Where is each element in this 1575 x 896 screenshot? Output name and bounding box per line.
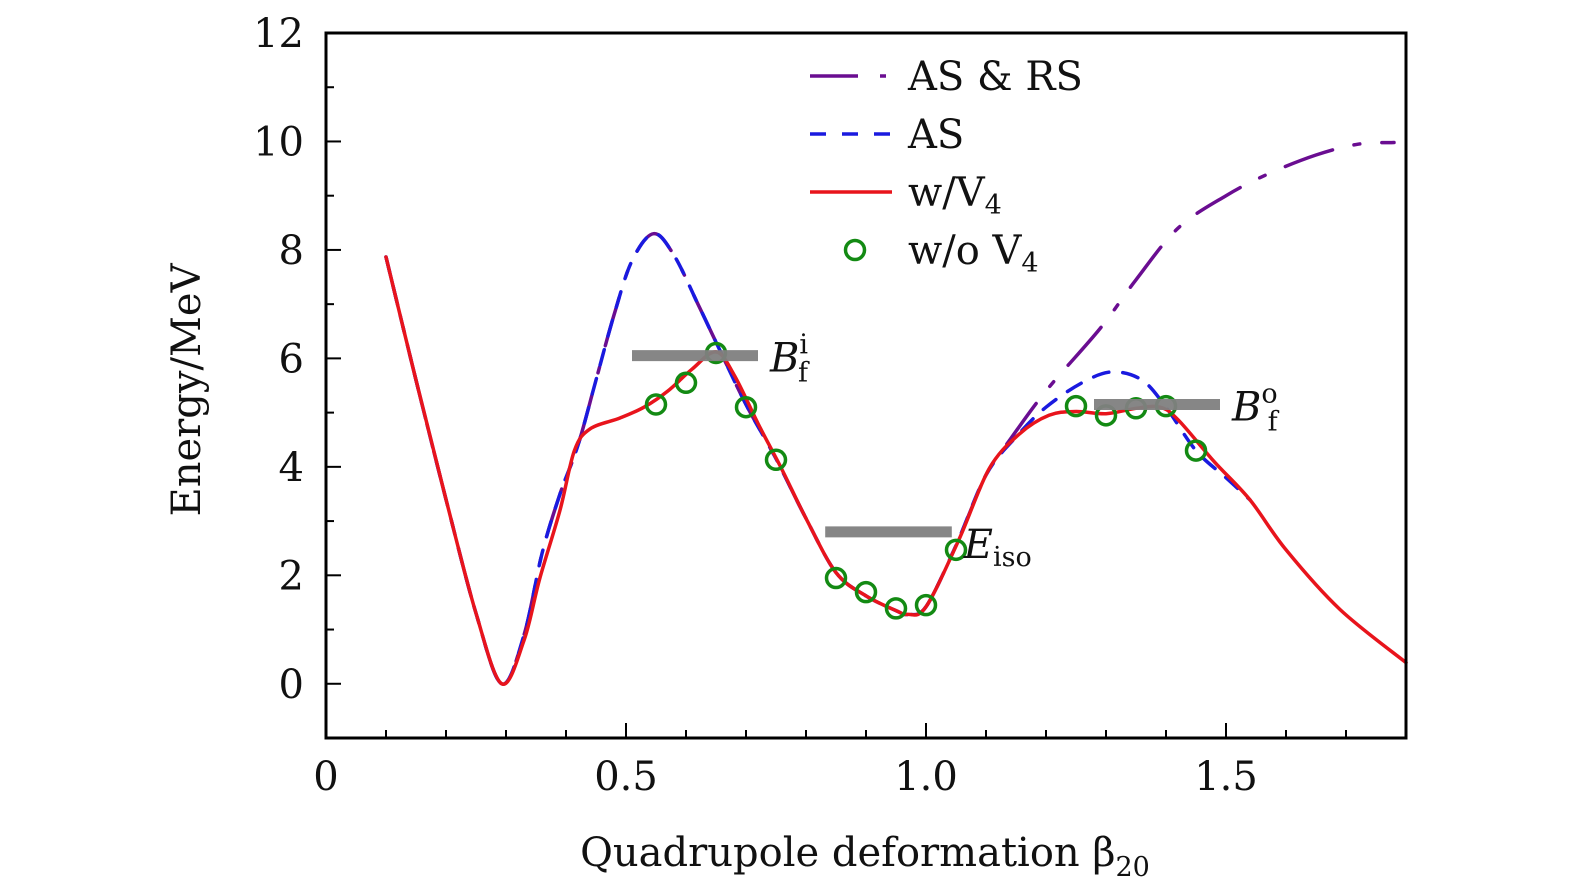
data-point-w-o-v4: [1184, 439, 1208, 462]
y-tick-label: 12: [253, 11, 304, 57]
level-label-b-f-i: Bi f: [769, 330, 810, 389]
axes: 0 0.5 1.0 1.5 0 2 4 6 8 10 12: [253, 11, 1408, 800]
level-label-main: E: [963, 522, 993, 568]
y-tick-label: 4: [279, 445, 304, 491]
x-tick-label: 1.0: [894, 754, 958, 800]
legend-label-w-v4: w/V4: [908, 170, 1002, 221]
legend-marker-w-o-v4: [843, 238, 867, 262]
level-label-superscript: i: [799, 330, 808, 361]
legend-label-subscript: 4: [1021, 248, 1038, 279]
y-tick-label: 8: [279, 228, 304, 274]
data-point-w-o-v4: [944, 538, 968, 562]
legend-label-as-rs: AS & RS: [907, 54, 1083, 100]
x-axis-title-subscript: 20: [1116, 852, 1150, 883]
data-point-w-o-v4: [854, 580, 878, 604]
data-point-w-o-v4: [1064, 394, 1088, 418]
series-line-as: [384, 231, 1252, 686]
level-label-superscript: o: [1261, 378, 1277, 409]
legend-label-main: w/o V: [908, 228, 1023, 274]
data-point-w-o-v4: [644, 393, 668, 416]
legend-label-as: AS: [907, 112, 964, 158]
x-tick-label: 1.5: [1194, 754, 1258, 800]
level-label-main: B: [769, 336, 799, 382]
level-label-b-f-o: Bo f: [1231, 378, 1280, 437]
data-point-w-o-v4: [674, 371, 698, 395]
legend-label-main: w/V: [908, 170, 986, 216]
legend-label-main: AS & RS: [907, 54, 1083, 100]
y-tick-label: 6: [279, 336, 304, 382]
data-point-w-o-v4: [764, 448, 788, 472]
x-axis-title: Quadrupole deformation β20: [580, 830, 1150, 883]
series-line-w-v4: [384, 255, 1408, 686]
legend-label-main: AS: [907, 112, 964, 158]
y-tick-label: 10: [253, 119, 304, 165]
level-label-subscript: iso: [993, 542, 1032, 573]
level-label-main: B: [1231, 384, 1261, 430]
y-tick-label: 2: [279, 553, 304, 599]
legend-label-w-o-v4: w/o V4: [908, 228, 1039, 279]
level-label-subscript: f: [798, 358, 810, 389]
x-tick-label: 0: [313, 754, 338, 800]
legend-label-subscript: 4: [985, 190, 1002, 221]
level-label-e-iso: Eiso: [963, 522, 1032, 573]
x-axis-title-main: Quadrupole deformation β: [580, 830, 1115, 876]
x-tick-label: 0.5: [594, 754, 658, 800]
data-point-w-o-v4: [824, 566, 848, 590]
data-point-w-o-v4: [734, 395, 758, 419]
y-tick-label: 0: [279, 662, 304, 708]
data-point-w-o-v4: [884, 597, 908, 620]
level-label-subscript: f: [1268, 406, 1280, 437]
data-point-w-o-v4: [914, 593, 938, 617]
y-axis-title: Energy/MeV: [164, 262, 210, 516]
